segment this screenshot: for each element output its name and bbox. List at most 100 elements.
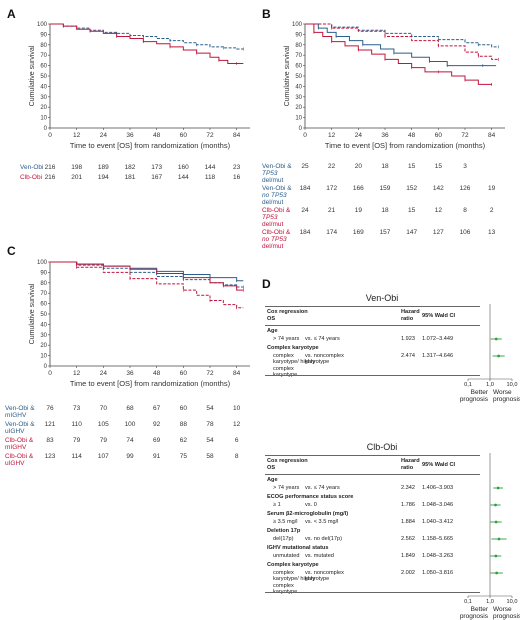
forest-ref-label: vs. 0 bbox=[305, 502, 317, 508]
risk-cell: 173 bbox=[151, 164, 163, 171]
risk-cell: 69 bbox=[153, 437, 161, 444]
risk-cell: 25 bbox=[301, 163, 309, 170]
risk-row-name: Clb-Obi & TP53 del/mut bbox=[262, 207, 291, 228]
risk-cell: 18 bbox=[381, 163, 389, 170]
x-tick-label: 72 bbox=[461, 132, 469, 139]
risk-cell: 54 bbox=[206, 405, 214, 412]
forest-x-tick-label: 1,0 bbox=[486, 599, 494, 605]
risk-cell: 152 bbox=[406, 185, 418, 192]
forest-point bbox=[494, 503, 497, 507]
risk-cell: 92 bbox=[153, 421, 161, 428]
y-tick-label: 90 bbox=[40, 270, 47, 276]
forest-section-label: IGHV mutational status bbox=[267, 545, 329, 551]
forest-point bbox=[496, 486, 500, 490]
forest-point bbox=[497, 354, 501, 358]
risk-cell: 18 bbox=[381, 207, 389, 214]
risk-cell: 127 bbox=[432, 229, 444, 236]
forest-hr-value: 1.923 bbox=[401, 336, 415, 342]
y-tick-label: 100 bbox=[37, 260, 48, 266]
risk-cell: 167 bbox=[151, 174, 163, 181]
risk-cell: 74 bbox=[126, 437, 134, 444]
forest-section-label: Deletion 17p bbox=[267, 528, 301, 534]
series-line-1 bbox=[50, 261, 244, 288]
risk-cell: 19 bbox=[354, 207, 362, 214]
risk-row-name: Clb-Obi bbox=[20, 174, 43, 181]
forest-ref-label: vs. < 3.5 mg/l bbox=[305, 519, 339, 525]
forest-ref-label: vs. ≤ 74 years bbox=[305, 485, 340, 491]
y-tick-label: 10 bbox=[40, 354, 47, 360]
forest-ci-value: 1.158–5.665 bbox=[422, 536, 454, 542]
risk-row-name: Clb-Obi & no TP53 del/mut bbox=[262, 229, 291, 250]
risk-cell: 58 bbox=[206, 453, 214, 460]
risk-cell: 184 bbox=[299, 229, 311, 236]
y-tick-label: 80 bbox=[40, 43, 47, 49]
forest-group-label: ≥ 1 bbox=[273, 502, 281, 508]
risk-cell: 83 bbox=[46, 437, 54, 444]
y-tick-label: 30 bbox=[40, 333, 47, 339]
forest-rule bbox=[265, 306, 480, 307]
forest-rule bbox=[265, 325, 480, 326]
risk-cell: 10 bbox=[233, 405, 241, 412]
series-line-3 bbox=[50, 261, 244, 309]
risk-cell: 216 bbox=[44, 174, 56, 181]
y-tick-label: 70 bbox=[295, 53, 302, 59]
risk-row-name: Ven-Obi bbox=[20, 164, 44, 171]
y-tick-label: 70 bbox=[40, 291, 47, 297]
forest-group-label: > 74 years bbox=[273, 485, 300, 491]
forest-hr-value: 1.786 bbox=[401, 502, 415, 508]
worse-prognosis-label: prognosis bbox=[493, 396, 520, 403]
y-tick-label: 80 bbox=[40, 281, 47, 287]
risk-row-name: Ven-Obi & TP53 del/mut bbox=[262, 163, 292, 184]
series-line-0 bbox=[305, 23, 497, 67]
better-prognosis-label: prognosis bbox=[459, 396, 488, 403]
risk-cell: 174 bbox=[326, 229, 338, 236]
y-tick-label: 50 bbox=[40, 74, 47, 80]
risk-cell: 2 bbox=[489, 207, 494, 214]
risk-cell: 24 bbox=[301, 207, 309, 214]
forest-hr-value: 2.562 bbox=[401, 536, 415, 542]
y-tick-label: 20 bbox=[40, 343, 47, 349]
better-prognosis-label: Better bbox=[470, 389, 488, 396]
panel-label-b: B bbox=[262, 7, 271, 21]
risk-cell: 118 bbox=[204, 174, 216, 181]
series-line-3 bbox=[305, 23, 499, 60]
risk-cell: 91 bbox=[153, 453, 161, 460]
forest-hr-value: 1.849 bbox=[401, 553, 415, 559]
y-tick-label: 0 bbox=[44, 126, 48, 132]
series-line-2 bbox=[305, 23, 492, 85]
x-tick-label: 48 bbox=[153, 132, 161, 139]
y-tick-label: 60 bbox=[40, 302, 47, 308]
risk-cell: 144 bbox=[177, 174, 189, 181]
forest-ref-label: vs. no del(17p) bbox=[305, 536, 343, 542]
y-axis-label: Cumulative survival bbox=[29, 283, 36, 344]
y-tick-label: 100 bbox=[292, 22, 303, 28]
y-tick-label: 40 bbox=[40, 322, 47, 328]
forest-x-tick-label: 0,1 bbox=[464, 599, 472, 605]
x-tick-label: 24 bbox=[100, 132, 108, 139]
better-prognosis-label: Better bbox=[470, 606, 488, 613]
forest-title-clb: Clb-Obi bbox=[366, 442, 398, 452]
risk-cell: 19 bbox=[488, 185, 496, 192]
forest-header: Cox regression bbox=[267, 458, 308, 464]
risk-cell: 13 bbox=[488, 229, 496, 236]
x-tick-label: 60 bbox=[180, 370, 188, 377]
risk-cell: 23 bbox=[233, 164, 241, 171]
risk-cell: 114 bbox=[71, 453, 82, 460]
forest-point bbox=[497, 537, 501, 541]
y-tick-label: 90 bbox=[40, 32, 47, 38]
risk-cell: 67 bbox=[153, 405, 161, 412]
x-axis-label: Time to event [OS] from randomization (m… bbox=[70, 379, 231, 388]
forest-point bbox=[494, 520, 498, 524]
forest-section-label: Complex karyotype bbox=[267, 562, 319, 568]
forest-ci-value: 1.050–3.816 bbox=[422, 570, 454, 576]
risk-cell: 68 bbox=[126, 405, 134, 412]
km-chart-c: 0 10 20 30 40 50 60 70 80 90 100 0 12 24 36 48 60 72 84 Cum… bbox=[29, 260, 250, 388]
forest-ci-value: 1.048–3.046 bbox=[422, 502, 454, 508]
forest-header: Hazard bbox=[401, 458, 420, 464]
forest-header: Cox regression bbox=[267, 309, 308, 315]
x-tick-label: 60 bbox=[435, 132, 443, 139]
x-tick-label: 84 bbox=[233, 370, 241, 377]
x-tick-label: 48 bbox=[408, 132, 416, 139]
x-tick-label: 84 bbox=[488, 132, 496, 139]
forest-x-tick-label: 1,0 bbox=[486, 382, 494, 388]
